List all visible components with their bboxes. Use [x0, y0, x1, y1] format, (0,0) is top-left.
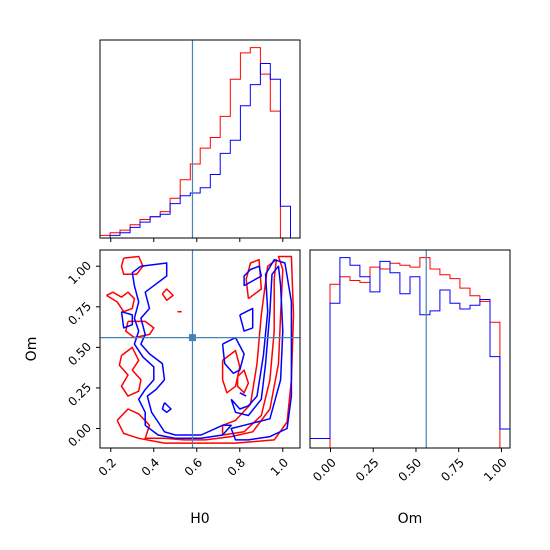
contour-series	[106, 255, 295, 444]
contour-y-tick-label: 1.00	[65, 258, 94, 287]
contour-x-tick-label: 0.4	[139, 455, 162, 478]
contour-line-series-1-1	[230, 258, 293, 441]
contour-line-series-1-6	[161, 402, 172, 414]
x-axis-label-om: Om	[398, 511, 423, 527]
contour-line-series-0-4	[116, 255, 295, 444]
contour-line-series-1-5	[120, 310, 134, 329]
om-x-tick-label: 1.00	[481, 455, 510, 484]
h0-histogram-series	[99, 47, 301, 239]
om-x-tick-label: 0.50	[396, 455, 425, 484]
contour-line-series-0-2	[125, 320, 155, 339]
om-x-tick-label: 0.25	[353, 455, 382, 484]
h0-om-contour-panel: 0.2 0.4 0.6 0.8 1.0 0.000.250.500.751.00 H0 …	[24, 249, 301, 527]
contour-line-series-0-9	[161, 288, 174, 302]
contour-line-series-1-4	[239, 307, 254, 332]
contour-line-series-0-0	[120, 255, 144, 276]
contour-x-ticks: 0.2 0.4 0.6 0.8 1.0	[96, 448, 291, 479]
contour-line-series-1-7	[239, 392, 247, 397]
om-x-tick-label: 0.00	[310, 455, 339, 484]
contour-y-ticks: 0.00 0.25 0.50 0.75 1.00	[65, 258, 100, 450]
contour-x-tick-label: 0.6	[182, 455, 205, 478]
contour-x-tick-label: 1.0	[268, 455, 291, 478]
om-hist-series-0	[310, 257, 510, 449]
contour-line-series-0-6	[245, 258, 263, 300]
om-hist-series-1	[309, 257, 511, 448]
h0-histogram-frame	[99, 39, 301, 239]
contour-line-series-0-1	[106, 291, 136, 313]
contour-y-tick-label: 0.50	[65, 340, 94, 369]
y-axis-label-om: Om	[24, 337, 40, 362]
contour-truth-marker	[188, 334, 196, 342]
contour-line-series-1-0	[131, 262, 232, 440]
h0-hist-series-1	[100, 63, 301, 239]
om-x-tick-label: 0.75	[438, 455, 467, 484]
contour-line-series-1-2	[243, 265, 263, 287]
h0-histogram-ticks	[110, 238, 284, 242]
contour-line-series-0-8	[236, 369, 250, 394]
contour-line-series-0-7	[221, 349, 241, 394]
contour-x-tick-label: 0.8	[225, 455, 248, 478]
om-histogram-frame	[309, 249, 511, 449]
contour-y-tick-label: 0.75	[65, 299, 94, 328]
contour-x-tick-label: 0.2	[96, 455, 119, 478]
contour-line-series-0-5	[221, 258, 278, 436]
x-axis-label-h0: H0	[190, 511, 209, 527]
contour-line-series-1-3	[221, 336, 245, 375]
contour-y-tick-label: 0.00	[65, 421, 94, 450]
h0-histogram-panel	[99, 39, 301, 242]
om-histogram-ticks: 0.00 0.25 0.50 0.75 1.00	[310, 448, 510, 484]
contour-y-tick-label: 0.25	[65, 380, 94, 409]
om-histogram-series	[309, 257, 511, 449]
contour-line-series-0-3	[118, 346, 142, 397]
contour-frame	[99, 249, 301, 449]
om-histogram-panel: 0.00 0.25 0.50 0.75 1.00 Om	[309, 249, 511, 527]
